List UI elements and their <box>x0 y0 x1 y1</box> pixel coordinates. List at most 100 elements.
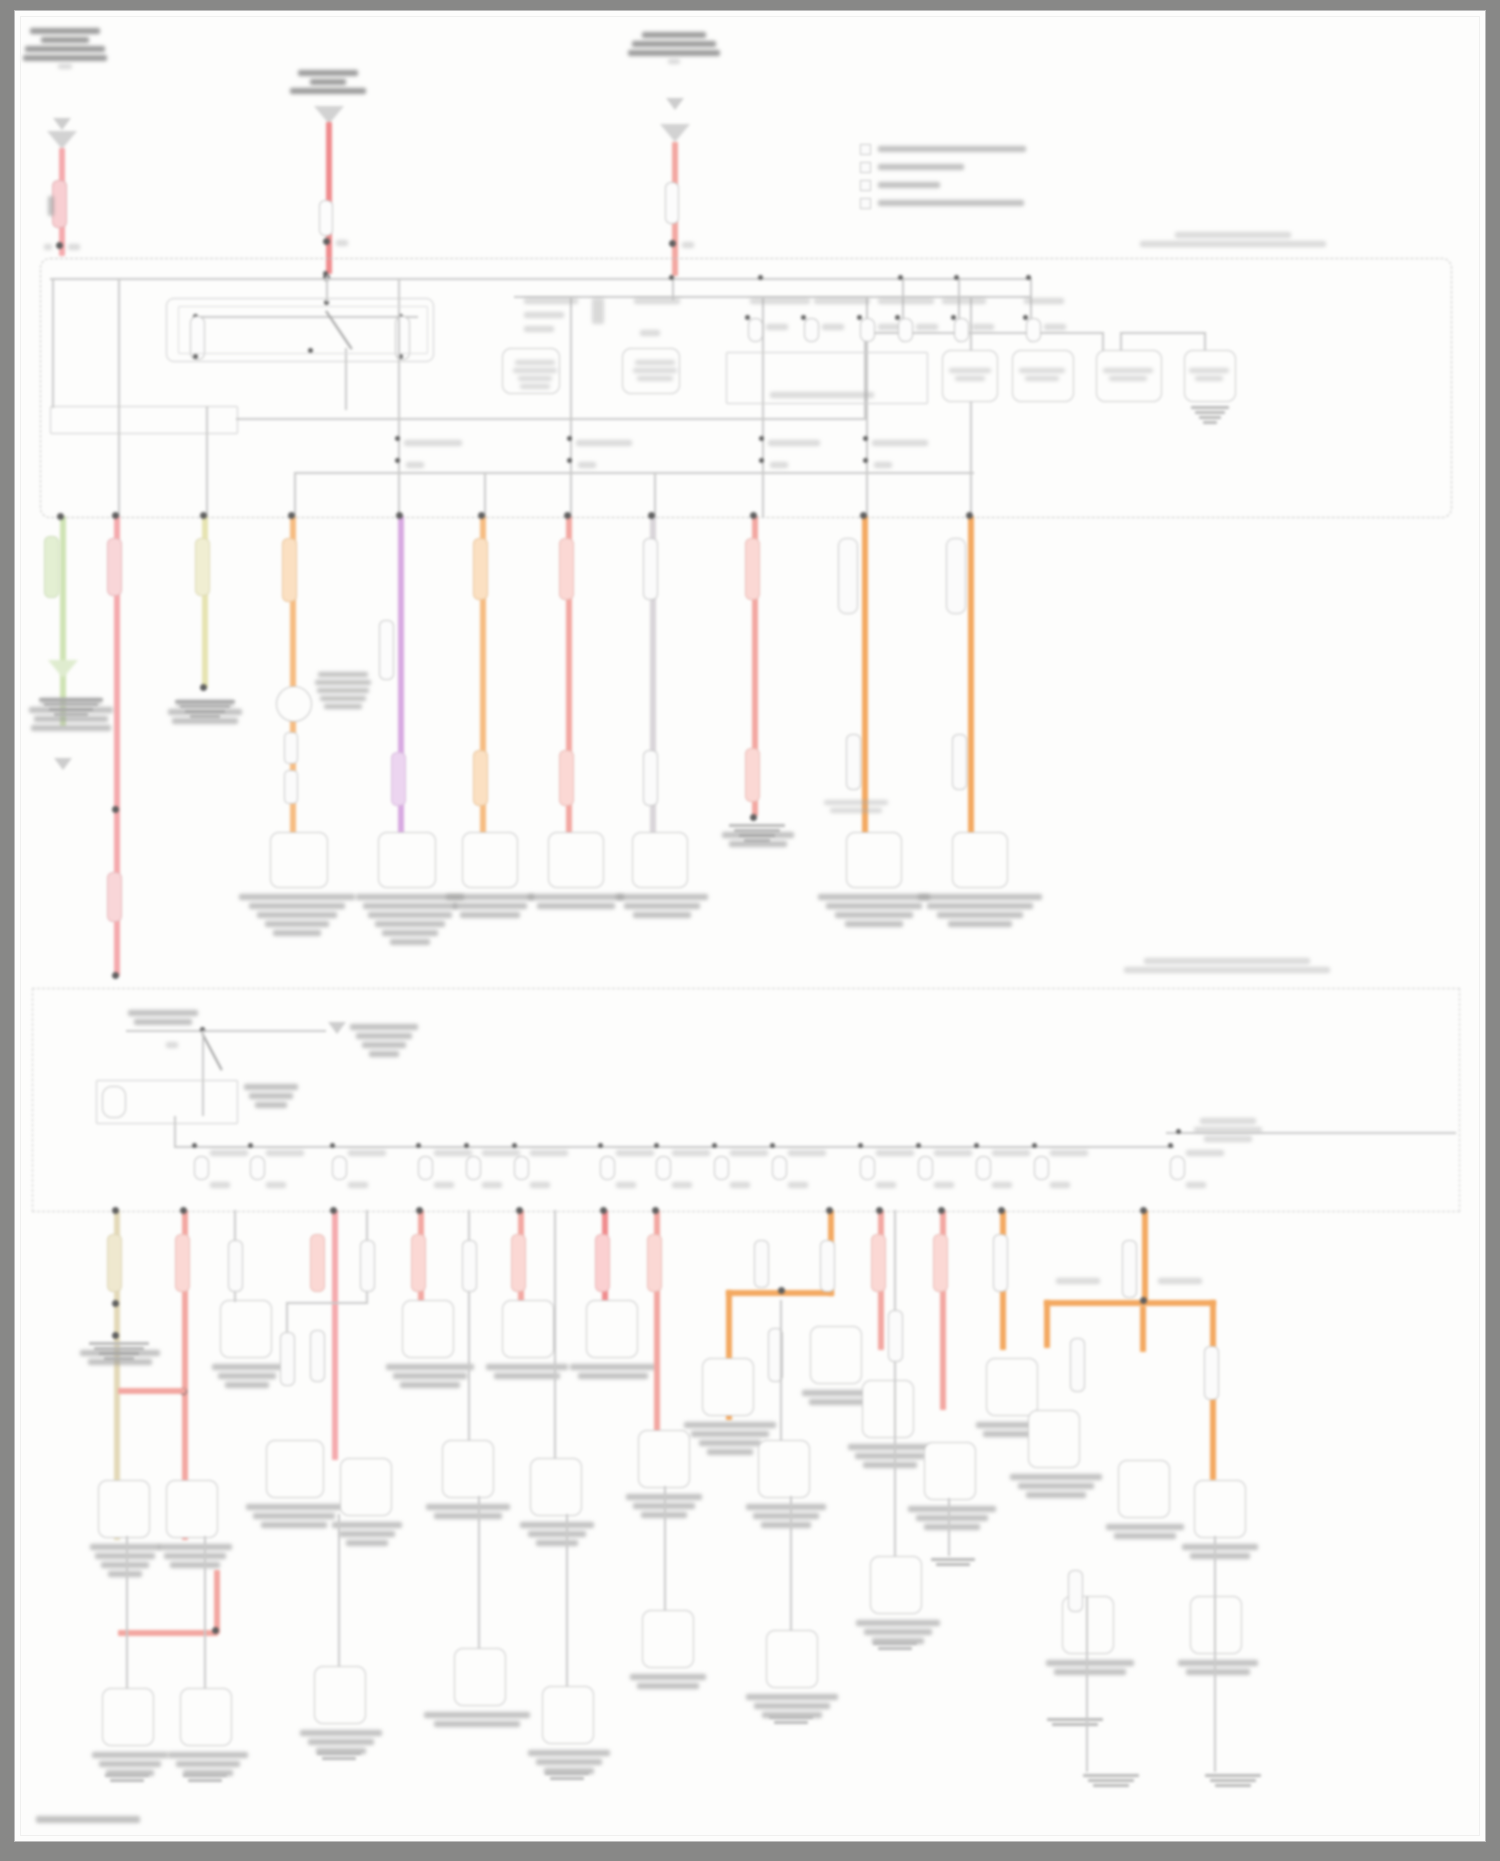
fuse-circuit-label <box>672 1150 710 1156</box>
component-bb10-label <box>1176 1660 1260 1678</box>
circuit-label <box>770 462 788 468</box>
component-bb3-label <box>298 1730 384 1757</box>
wire-orange-2 <box>480 516 486 846</box>
b13-label-left <box>1054 1278 1102 1287</box>
junction-dot <box>801 315 806 320</box>
drop-wire <box>326 274 328 302</box>
component-box-b13 <box>1028 1410 1080 1468</box>
connector-violet <box>379 620 394 680</box>
component-b9-label <box>800 1390 874 1408</box>
ground-symbol <box>872 1640 918 1650</box>
lower-block-note <box>348 1024 420 1060</box>
connector-b-salmon7 <box>647 1234 662 1292</box>
junction-dot <box>898 275 903 280</box>
junction-dot <box>826 1207 833 1214</box>
drop-wire <box>1030 278 1032 342</box>
junction-dot <box>778 1287 785 1294</box>
lower-relay-coil <box>102 1086 126 1118</box>
drop-wire <box>478 1496 480 1648</box>
component-box-c4 <box>548 832 604 888</box>
component-box-b2 <box>166 1480 218 1538</box>
junction-dot <box>654 1143 659 1148</box>
bus-jumper <box>864 332 1104 334</box>
circuit-label <box>578 462 596 468</box>
fuse-rating <box>766 324 788 330</box>
drop-wire <box>126 1536 128 1688</box>
relay-4-label <box>1188 368 1230 384</box>
fuse-circuit-label <box>348 1150 386 1156</box>
junction-dot <box>464 1143 469 1148</box>
component-bb9-label <box>1044 1660 1136 1678</box>
junction-dot <box>564 512 571 519</box>
switch-pivot-2 <box>324 300 329 305</box>
component-box-b15 <box>1194 1480 1246 1538</box>
drop-wire <box>1120 332 1122 366</box>
junction-dot <box>567 436 572 441</box>
connector-b-pink5 <box>511 1234 526 1292</box>
component-box-bb8 <box>870 1556 922 1614</box>
junction-dot <box>745 315 750 320</box>
component-box-c1 <box>270 832 328 888</box>
fuse-circuit-label <box>788 1150 826 1156</box>
fuse-rating <box>916 324 938 330</box>
junction-dot <box>750 814 757 821</box>
source-1-arrow-icon <box>53 118 71 130</box>
lower-bus-1 <box>126 1030 326 1032</box>
fuse-lower-15 <box>1170 1156 1185 1180</box>
junction-dot <box>112 1300 119 1307</box>
component-box-bb2 <box>180 1688 232 1746</box>
lower-switch-label <box>126 1010 200 1028</box>
junction-dot <box>56 242 63 249</box>
junction-dot <box>916 1143 921 1148</box>
component-b14-label <box>1104 1524 1186 1542</box>
legend-key-c <box>860 180 871 191</box>
component-bb6-label <box>628 1674 708 1692</box>
ground-symbol <box>768 1714 814 1724</box>
circuit-label <box>404 440 462 446</box>
component-b2b-label <box>210 1364 284 1391</box>
fuse-circuit-label <box>876 1150 914 1156</box>
fuse-upper-1 <box>748 318 763 342</box>
fuse-rating <box>934 1182 954 1188</box>
main-bus-upper <box>50 278 1030 280</box>
inline-connector <box>888 1310 903 1362</box>
source-1-splice-icon <box>47 131 77 149</box>
component-c3-label <box>444 894 536 921</box>
upper-block-title <box>1138 232 1328 250</box>
fuse-rating <box>822 324 844 330</box>
fuse-circuit-label <box>1050 1150 1088 1156</box>
junction-dot <box>1176 1129 1181 1134</box>
drop-wire <box>566 1514 568 1686</box>
connector-b11 <box>933 1234 948 1292</box>
fuse-rating <box>672 1182 692 1188</box>
component-box-bb6 <box>642 1610 694 1668</box>
component-box-bb7 <box>766 1630 818 1688</box>
inline-connector <box>1068 1570 1083 1612</box>
fuse-rating <box>992 1182 1012 1188</box>
relay-3 <box>1096 350 1162 402</box>
bus-wire <box>196 316 418 318</box>
drop-wire <box>762 296 764 518</box>
upper-junction-block-enclosure <box>40 258 1452 518</box>
fuse-circuit-label <box>530 1150 568 1156</box>
junction-dot <box>248 1143 253 1148</box>
ground-symbol <box>544 1770 590 1780</box>
inline-connector <box>310 1330 325 1382</box>
circuit-label <box>576 440 632 446</box>
legend-label-b <box>878 164 964 170</box>
wire-green-1 <box>60 516 66 726</box>
diagram-paper <box>14 10 1486 1842</box>
source-2-splice-icon <box>314 106 344 124</box>
junction-dot <box>1026 275 1031 280</box>
connector-orange-2b <box>473 750 488 806</box>
junction-dot <box>966 512 973 519</box>
drop-wire <box>570 296 572 518</box>
component-box-b3 <box>266 1440 324 1498</box>
fuse-lower-2 <box>250 1156 265 1180</box>
connector-green <box>44 536 59 598</box>
connector-orange-1 <box>282 538 297 602</box>
junction-dot <box>112 806 119 813</box>
fuse-rating <box>266 1182 286 1188</box>
fuse-circuit-label <box>210 1150 248 1156</box>
legend-label-d <box>878 200 1024 206</box>
